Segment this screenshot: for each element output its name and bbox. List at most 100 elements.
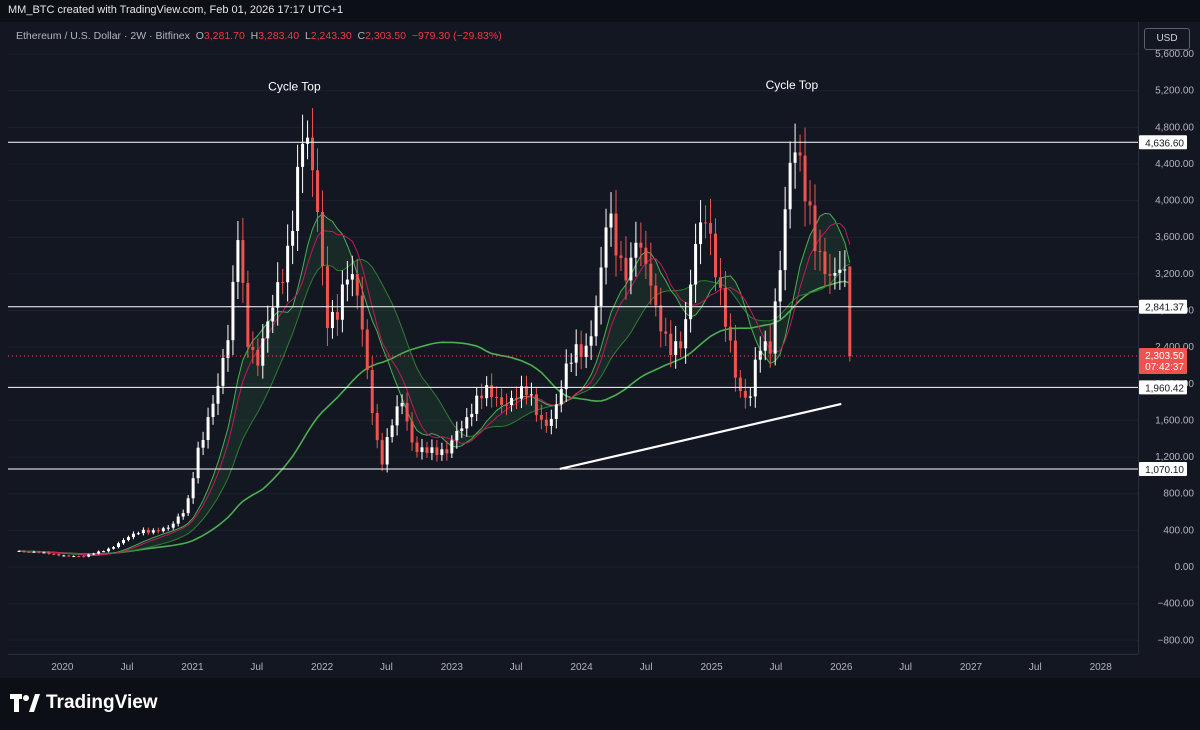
candle-body <box>52 553 56 555</box>
candle-body <box>196 447 200 479</box>
symbol-title: Ethereum / U.S. Dollar · 2W · Bitfinex <box>16 30 190 42</box>
candle-body <box>694 244 698 285</box>
candle-body <box>738 377 742 391</box>
close-label: C <box>357 30 366 42</box>
y-tick-label: 4,800.00 <box>1155 122 1194 133</box>
price-axis[interactable] <box>1138 22 1200 654</box>
y-tick-label: 3,200.00 <box>1155 269 1194 280</box>
candle-body <box>584 345 588 358</box>
candle-body <box>325 266 329 329</box>
candle-body <box>355 274 359 296</box>
candle-body <box>236 240 240 282</box>
tradingview-logo-text: TradingView <box>46 692 158 713</box>
candle-body <box>649 263 653 286</box>
x-tick-label: Jul <box>770 662 783 673</box>
level-price-label: 1,070.10 <box>1145 465 1184 476</box>
candle-body <box>828 274 832 276</box>
candle-body <box>306 137 310 144</box>
candle-body <box>748 396 752 398</box>
candle-body <box>619 255 623 258</box>
candle-body <box>117 543 121 548</box>
candle-body <box>485 385 489 399</box>
candle-body <box>131 533 135 538</box>
symbol-legend: Ethereum / U.S. Dollar · 2W · Bitfinex O… <box>16 30 502 42</box>
candle-body <box>609 213 613 228</box>
candle-body <box>136 533 140 535</box>
candle-body <box>465 417 469 429</box>
y-tick-label: 800.00 <box>1163 489 1194 500</box>
candle-body <box>634 242 638 258</box>
y-tick-label: 4,400.00 <box>1155 159 1194 170</box>
candle-body <box>97 551 101 554</box>
candle-body <box>430 447 434 453</box>
candle-body <box>495 397 499 399</box>
candle-body <box>201 440 205 448</box>
currency-button[interactable]: USD <box>1144 28 1190 50</box>
y-tick-label: −400.00 <box>1158 599 1195 610</box>
candle-body <box>574 344 578 363</box>
high-value: 3,283.40 <box>258 30 300 42</box>
candle-body <box>644 247 648 264</box>
candle-body <box>102 551 106 553</box>
ma-ribbon-fill <box>19 213 850 556</box>
candle-body <box>206 417 210 441</box>
candle-body <box>32 551 36 553</box>
low-value: 2,243.30 <box>310 30 352 42</box>
ma-50-line <box>18 280 851 555</box>
candle-body <box>42 552 46 554</box>
candle-body <box>405 402 409 422</box>
candle-body <box>519 386 523 399</box>
candle-body <box>753 359 757 397</box>
candle-body <box>92 553 96 555</box>
last-price-tag <box>1139 347 1187 374</box>
candle-body <box>37 551 41 553</box>
price-chart-svg[interactable]: 5,600.00 5,200.00 4,800.00 4,400.00 4,000.00… <box>0 0 1200 678</box>
candle-body <box>171 523 175 528</box>
x-tick-label: 2025 <box>700 662 723 673</box>
x-tick-label: 2028 <box>1090 662 1113 673</box>
candle-body <box>146 529 150 533</box>
candle-body <box>360 295 364 330</box>
candle-body <box>340 284 344 320</box>
candle-body <box>848 266 852 356</box>
candle-body <box>823 251 827 275</box>
candle-body <box>500 397 504 405</box>
candle-body <box>624 257 628 281</box>
candle-body <box>684 319 688 349</box>
candle-body <box>385 437 389 465</box>
x-tick-label: Jul <box>510 662 523 673</box>
candle-body <box>112 547 116 549</box>
candle-body <box>569 362 573 364</box>
cycle-top-annotation: Cycle Top <box>268 80 321 94</box>
candle-body <box>435 447 439 455</box>
candle-body <box>400 402 404 407</box>
candle-body <box>191 478 195 499</box>
candle-body <box>266 321 270 339</box>
y-tick-label: 0.00 <box>1175 562 1195 573</box>
candle-body <box>718 277 722 288</box>
candle-body <box>415 442 419 453</box>
x-tick-label: Jul <box>899 662 912 673</box>
x-tick-label: Jul <box>640 662 653 673</box>
candle-body <box>783 209 787 271</box>
y-tick-label: 3,600.00 <box>1155 232 1194 243</box>
ma-20-line <box>18 259 851 555</box>
support-trendline <box>559 402 842 471</box>
candle-body <box>758 350 762 360</box>
candle-body <box>773 301 777 354</box>
candle-body <box>639 242 643 248</box>
candle-body <box>604 227 608 268</box>
x-tick-label: 2020 <box>51 662 74 673</box>
candle-body <box>709 223 713 234</box>
candle-body <box>728 326 732 341</box>
candle-body <box>291 230 295 246</box>
candle-body <box>798 152 802 156</box>
level-price-tag <box>1139 299 1187 314</box>
x-tick-label: 2021 <box>181 662 204 673</box>
candle-body <box>410 421 414 443</box>
x-tick-label: 2023 <box>441 662 464 673</box>
candle-body <box>505 404 509 406</box>
candle-body <box>231 281 235 341</box>
time-axis[interactable] <box>8 654 1138 679</box>
candle-body <box>216 385 220 404</box>
